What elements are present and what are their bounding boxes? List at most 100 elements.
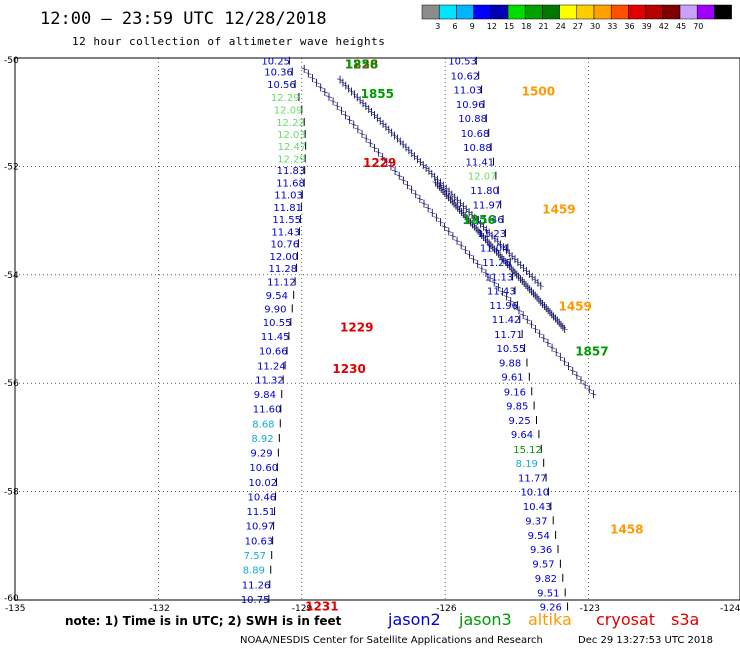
- track-tick-mark: [417, 160, 424, 164]
- wave-height-label: 11.13: [485, 272, 514, 283]
- colorbar-label: 18: [521, 22, 531, 31]
- wave-height-label: 11.45: [261, 332, 290, 343]
- wave-height-label: 11.60: [253, 405, 282, 416]
- track-tick-mark: [474, 219, 481, 223]
- wave-height-label: 11.51: [247, 507, 276, 518]
- colorbar-swatch: [645, 4, 664, 20]
- wave-height-label: 11.43: [271, 227, 300, 238]
- colorbar-label: 21: [538, 22, 548, 31]
- track-tick-mark: [515, 309, 523, 312]
- track-tick-mark: [561, 360, 568, 363]
- track-tick-mark: [526, 272, 533, 276]
- colorbar-swatch: [421, 4, 440, 20]
- track-tick-mark: [374, 116, 381, 120]
- track-tick-mark: [507, 299, 514, 303]
- track-tick-mark: [379, 155, 386, 159]
- track-tick-mark: [477, 222, 484, 226]
- x-tick-label: -123: [580, 604, 600, 614]
- wave-height-label: 11.03: [454, 85, 483, 96]
- track-tick-mark: [400, 179, 407, 182]
- wave-height-label: 9.54: [528, 531, 550, 542]
- track-tick-mark: [463, 207, 470, 211]
- track-tick-mark: [569, 369, 576, 373]
- track-tick-mark: [506, 251, 513, 255]
- wave-height-label: 9.85: [506, 401, 528, 412]
- pass-time-label: 1459: [542, 203, 575, 217]
- track-tick-mark: [325, 95, 333, 98]
- track-tick-mark: [397, 140, 404, 143]
- track-tick-mark: [468, 213, 476, 217]
- track-tick-mark: [357, 98, 364, 102]
- track-tick-mark: [534, 281, 542, 284]
- wave-height-label: 11.24: [257, 361, 286, 372]
- wave-height-label: 10.62: [451, 71, 480, 82]
- track-tick-mark: [342, 84, 349, 87]
- colorbar-swatch: [490, 4, 509, 20]
- wave-height-label: 10.76: [270, 239, 299, 250]
- wave-height-label: 9.64: [511, 430, 533, 441]
- track-tick-mark: [509, 254, 516, 258]
- colorbar-swatch: [542, 4, 560, 20]
- colorbar-label: 9: [470, 22, 475, 31]
- colorbar-label: 15: [504, 22, 514, 31]
- track-tick-mark: [412, 192, 419, 196]
- colorbar-label: 12: [487, 22, 497, 31]
- track-tick-mark: [336, 78, 344, 81]
- colorbar-swatch: [438, 4, 457, 20]
- track-tick-mark: [449, 234, 457, 238]
- wave-height-label: 10.88: [463, 143, 492, 154]
- y-tick-label: -52: [4, 162, 19, 172]
- track-tick-mark: [454, 199, 461, 202]
- track-tick-mark: [487, 276, 494, 280]
- track-tick-mark: [345, 87, 352, 90]
- wave-height-label: 11.81: [273, 203, 302, 214]
- track-tick-mark: [375, 151, 382, 154]
- track-tick-mark: [532, 327, 539, 331]
- wave-height-label: 8.19: [516, 459, 538, 470]
- wave-height-label: 11.80: [470, 186, 499, 197]
- legend-altika: altika: [528, 610, 572, 629]
- wave-height-label: 10.25: [261, 57, 290, 68]
- track-tick-mark: [367, 141, 374, 145]
- track-tick-mark: [405, 149, 412, 152]
- track-tick-mark: [422, 166, 430, 170]
- track-tick-mark: [365, 107, 372, 111]
- track-tick-mark: [471, 216, 478, 220]
- colorbar-swatch: [524, 4, 543, 20]
- track-tick-mark: [313, 81, 320, 85]
- wave-height-label: 10.96: [456, 100, 485, 111]
- track-tick-mark: [309, 76, 316, 80]
- wave-height-label: 9.61: [501, 373, 523, 384]
- wave-height-label: 9.37: [525, 516, 547, 527]
- wave-height-label: 11.42: [492, 315, 521, 326]
- track-tick-mark: [377, 119, 384, 123]
- wave-height-label: 12.09: [274, 105, 303, 116]
- wave-height-label: 11.71: [494, 330, 523, 341]
- pass-time-label: 1855: [361, 87, 394, 101]
- colorbar-legend: 3 6 9 12 15 18 21 24 27 30 33 36 39 42 45 70: [421, 4, 732, 31]
- colorbar-swatch: [628, 4, 646, 20]
- wave-height-label: 10.43: [523, 502, 552, 513]
- track-tick-mark: [354, 127, 361, 131]
- wave-height-label: 10.55: [497, 344, 526, 355]
- track-tick-mark: [462, 248, 469, 252]
- track-tick-mark: [500, 246, 507, 249]
- wave-height-label: 10.66: [259, 347, 288, 358]
- track-tick-mark: [429, 211, 436, 215]
- track-tick-mark: [582, 383, 589, 387]
- wave-height-label: 9.26: [540, 603, 562, 614]
- wave-height-label: 11.97: [473, 200, 502, 211]
- wave-height-label: 12.07: [468, 172, 497, 183]
- track-tick-mark: [499, 290, 506, 294]
- track-tick-mark: [359, 101, 367, 105]
- track-tick-mark: [523, 269, 530, 273]
- x-tick-label: -126: [436, 604, 457, 614]
- track-tick-mark: [404, 183, 411, 187]
- pass-time-label: 1229: [340, 320, 373, 334]
- track-tick-mark: [425, 169, 433, 173]
- track-tick-mark: [495, 285, 502, 289]
- track-tick-mark: [590, 392, 597, 396]
- track-tick-mark: [431, 175, 438, 179]
- plot-background: [14, 57, 740, 601]
- wave-height-label: 11.41: [465, 158, 494, 169]
